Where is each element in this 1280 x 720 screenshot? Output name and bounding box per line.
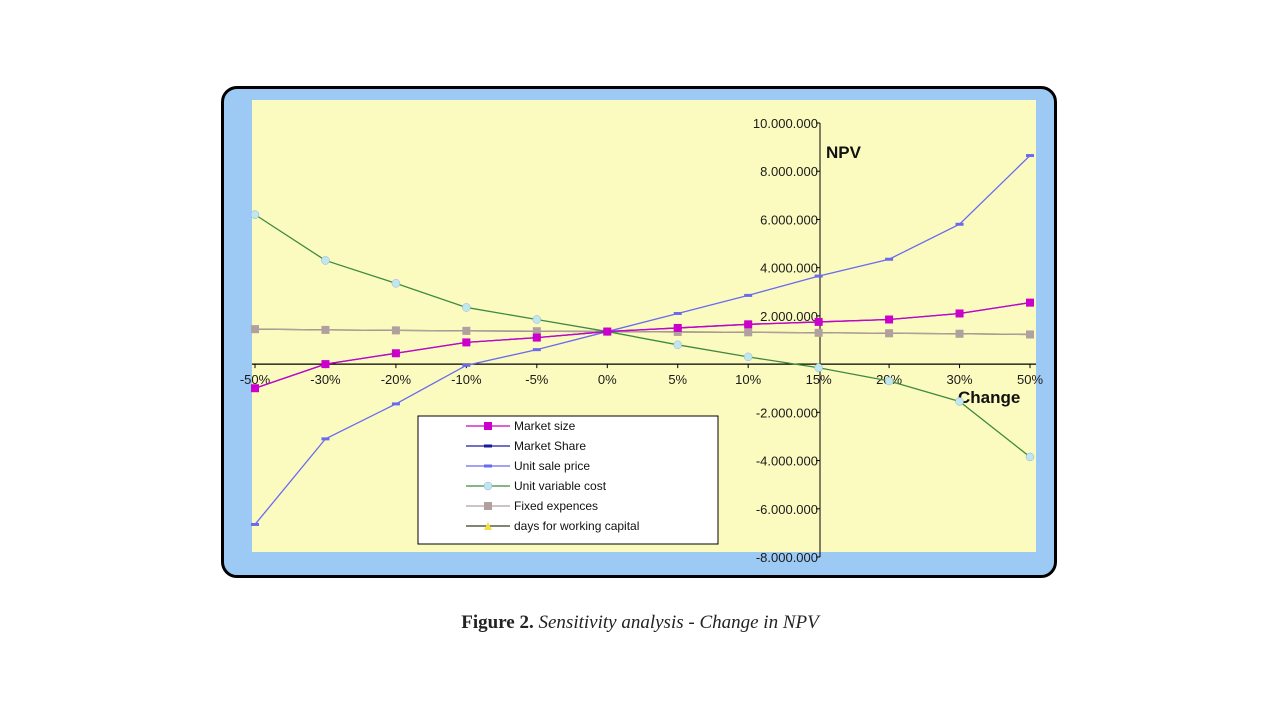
data-point — [743, 352, 753, 362]
y-tick-label: 10.000.000 — [753, 116, 818, 131]
data-point — [1025, 452, 1035, 462]
data-point — [744, 293, 753, 297]
data-point — [884, 376, 894, 386]
data-point — [251, 384, 259, 393]
legend-label: Market Share — [514, 439, 586, 453]
data-point — [603, 327, 612, 336]
data-point — [744, 328, 753, 337]
legend-label: days for working capital — [514, 519, 639, 533]
data-point — [321, 360, 330, 369]
data-point — [321, 256, 330, 265]
data-point — [462, 326, 471, 335]
x-tick-label: 5% — [668, 372, 687, 387]
x-axis-title: Change — [958, 388, 1020, 407]
data-point — [955, 397, 964, 406]
x-tick-label: -5% — [525, 372, 549, 387]
data-point — [462, 363, 471, 367]
data-point — [483, 481, 493, 491]
x-tick-label: -10% — [451, 372, 482, 387]
data-point — [251, 522, 259, 526]
y-tick-label: -4.000.000 — [756, 454, 818, 469]
x-tick-label: -20% — [381, 372, 412, 387]
series-line — [254, 328, 1031, 336]
legend-label: Fixed expences — [514, 499, 598, 513]
data-point — [955, 309, 964, 318]
data-point — [391, 402, 400, 406]
data-point — [462, 338, 471, 347]
data-point — [1026, 298, 1034, 307]
data-point — [1026, 330, 1034, 339]
y-tick-label: -8.000.000 — [756, 550, 818, 565]
data-point — [250, 210, 260, 219]
data-point — [532, 333, 541, 342]
x-tick-label: 0% — [598, 372, 617, 387]
data-point — [321, 437, 330, 441]
data-point — [321, 325, 330, 334]
x-tick-label: 50% — [1017, 372, 1043, 387]
data-point — [484, 422, 492, 430]
series-line — [254, 214, 1031, 458]
data-point — [532, 348, 541, 352]
y-tick-label: 4.000.000 — [760, 261, 818, 276]
data-point — [744, 320, 753, 329]
data-point — [955, 329, 964, 338]
data-point — [484, 444, 492, 448]
y-tick-label: 8.000.000 — [760, 164, 818, 179]
data-point — [391, 349, 400, 358]
series-line — [254, 155, 1031, 525]
figure-caption-label: Figure 2. — [461, 612, 534, 633]
x-tick-label: 15% — [806, 372, 832, 387]
data-point — [885, 329, 894, 338]
data-point — [814, 328, 823, 337]
legend-label: Unit variable cost — [514, 479, 607, 493]
data-point — [955, 222, 964, 226]
figure-caption-text: Sensitivity analysis - Change in NPV — [538, 612, 819, 633]
data-point — [532, 327, 541, 336]
legend-box — [417, 415, 719, 545]
legend-label: Unit sale price — [514, 459, 590, 473]
data-point — [673, 311, 682, 315]
y-tick-label: 6.000.000 — [760, 212, 818, 227]
data-point — [391, 326, 400, 335]
data-point — [814, 274, 823, 278]
data-point — [484, 522, 492, 530]
series-line — [254, 301, 1031, 389]
x-tick-label: -30% — [310, 372, 341, 387]
x-tick-label: -50% — [240, 372, 271, 387]
y-tick-label: -6.000.000 — [756, 502, 818, 517]
x-tick-label: 10% — [735, 372, 761, 387]
y-tick-label: 2.000.000 — [760, 309, 818, 324]
data-point — [885, 257, 894, 261]
data-point — [484, 502, 492, 510]
data-point — [532, 315, 542, 324]
y-axis-title: NPV — [826, 143, 862, 162]
data-point — [462, 303, 471, 312]
data-point — [251, 325, 259, 334]
y-tick-label: -2.000.000 — [756, 405, 818, 420]
data-point — [814, 363, 823, 372]
legend-label: Market size — [514, 419, 576, 433]
figure-caption: Figure 2. Sensitivity analysis - Change … — [0, 612, 1280, 634]
data-point — [1026, 154, 1034, 158]
data-point — [673, 340, 682, 350]
data-point — [391, 279, 401, 288]
x-tick-label: 30% — [947, 372, 973, 387]
data-point — [814, 317, 823, 326]
data-point — [673, 323, 682, 332]
data-point — [484, 464, 492, 468]
data-point — [885, 315, 894, 324]
